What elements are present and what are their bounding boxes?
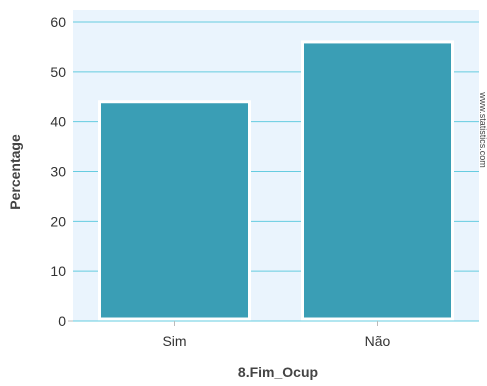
x-tick-labels: Sim Não bbox=[162, 321, 391, 349]
x-axis-title: 8.Fim_Ocup bbox=[238, 364, 318, 380]
y-tick-label-2: 20 bbox=[50, 213, 66, 229]
x-tick-label-Não: Não bbox=[365, 333, 391, 349]
y-tick-label-5: 50 bbox=[50, 64, 66, 80]
y-tick-label-0: 0 bbox=[58, 313, 66, 329]
watermark-text: www.statistics.com bbox=[478, 91, 487, 168]
bar-Sim bbox=[98, 100, 251, 321]
x-tick-label-Sim: Sim bbox=[162, 333, 186, 349]
y-tick-label-3: 30 bbox=[50, 164, 66, 180]
bars bbox=[98, 40, 454, 321]
bar-Não bbox=[301, 40, 454, 321]
y-axis-title: Percentage bbox=[7, 134, 23, 210]
y-tick-label-1: 10 bbox=[50, 263, 66, 279]
y-tick-label-6: 60 bbox=[50, 14, 66, 30]
y-tick-labels: 0 10 20 30 40 50 60 bbox=[50, 14, 73, 329]
y-tick-label-4: 40 bbox=[50, 114, 66, 130]
